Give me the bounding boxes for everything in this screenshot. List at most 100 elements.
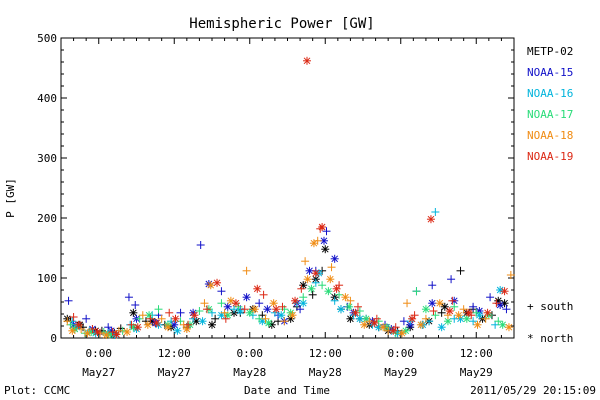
y-tick-label: 100 [37, 272, 57, 285]
north-point [305, 266, 314, 275]
north-point [163, 323, 172, 332]
x-tick-time-label: 0:00 [388, 347, 415, 360]
north-point [307, 284, 316, 293]
legend-entry: METP-02 [527, 45, 573, 58]
north-point [473, 320, 482, 329]
north-point [454, 311, 463, 320]
north-point [332, 284, 341, 293]
south-point [335, 290, 344, 299]
south-point [138, 311, 147, 320]
x-tick-time-label: 12:00 [460, 347, 493, 360]
x-axis-label: Date and Time [244, 384, 330, 397]
south-point [217, 299, 226, 308]
north-point [462, 314, 471, 323]
north-point [370, 319, 379, 327]
north-point [336, 305, 345, 314]
north-point [173, 326, 182, 335]
south-point [456, 266, 465, 275]
north-point [341, 293, 350, 302]
north-point [206, 281, 215, 290]
north-point [445, 307, 454, 315]
south-point [330, 296, 339, 305]
north-point [309, 239, 318, 248]
north-point [299, 281, 308, 290]
south-point [146, 314, 155, 323]
south-point [428, 281, 437, 290]
south-point [77, 325, 86, 333]
south-point [502, 305, 511, 314]
north-point [269, 299, 278, 308]
north-point [311, 269, 320, 278]
south-point [448, 296, 457, 305]
south-point [297, 284, 306, 293]
south-point [494, 317, 503, 326]
x-tick-time-label: 12:00 [309, 347, 342, 360]
y-tick-label: 200 [37, 212, 57, 225]
south-point [472, 308, 481, 317]
north-point [133, 323, 142, 332]
north-point [324, 287, 333, 296]
x-tick-date-label: May28 [233, 366, 266, 379]
south-point [195, 307, 204, 315]
north-point [208, 320, 216, 329]
north-point [83, 329, 92, 338]
legend-entry: NOAA-18 [527, 129, 573, 142]
south-point [165, 308, 174, 317]
south-point [200, 299, 209, 308]
north-point [231, 299, 240, 308]
south-point [481, 314, 490, 323]
north-point [74, 320, 83, 329]
south-point [124, 293, 133, 302]
y-tick-label: 300 [37, 152, 57, 165]
south-point [154, 305, 163, 314]
legend-entry: NOAA-15 [527, 66, 573, 79]
north-point [318, 223, 327, 231]
north-point [171, 314, 180, 323]
north-point [500, 287, 509, 296]
south-point [196, 241, 205, 249]
south-point [429, 307, 438, 315]
north-point [253, 284, 262, 293]
south-point [261, 314, 270, 323]
north-point [112, 330, 121, 339]
south-point [280, 317, 289, 326]
south-point [450, 302, 459, 311]
south-point [296, 305, 305, 314]
south-point [322, 227, 331, 236]
south-point [403, 299, 412, 308]
north-point [345, 302, 354, 311]
legend: METP-02 NOAA-15 NOAA-16 NOAA-17 NOAA-18 NOAA-… [527, 45, 573, 163]
x-tick-time-label: 0:00 [237, 347, 264, 360]
south-point [220, 308, 229, 317]
north-point [245, 308, 254, 317]
north-point [483, 308, 492, 317]
north-point [129, 308, 138, 317]
y-tick-label: 0 [50, 332, 57, 345]
north-point [198, 317, 207, 326]
x-tick-time-label: 0:00 [86, 347, 113, 360]
south-point [63, 317, 72, 326]
north-point [437, 323, 446, 332]
north-point [242, 293, 251, 302]
x-tick-time-label: 12:00 [158, 347, 191, 360]
south-point [255, 299, 264, 308]
south-point [506, 271, 515, 279]
south-point [211, 314, 220, 323]
plot-frame [60, 37, 515, 339]
north-point [426, 215, 435, 224]
north-point [263, 305, 272, 314]
data-points [63, 56, 515, 339]
south-point [202, 305, 211, 314]
legend-entry: NOAA-17 [527, 108, 573, 121]
north-point [291, 296, 300, 305]
south-point [131, 301, 140, 309]
south-point [242, 266, 251, 275]
north-point [288, 311, 297, 320]
south-point [421, 314, 430, 323]
south-point [486, 293, 495, 302]
y-tick-label: 500 [37, 32, 57, 45]
north-point [360, 320, 369, 329]
north-point [504, 323, 513, 332]
north-point [496, 286, 505, 294]
